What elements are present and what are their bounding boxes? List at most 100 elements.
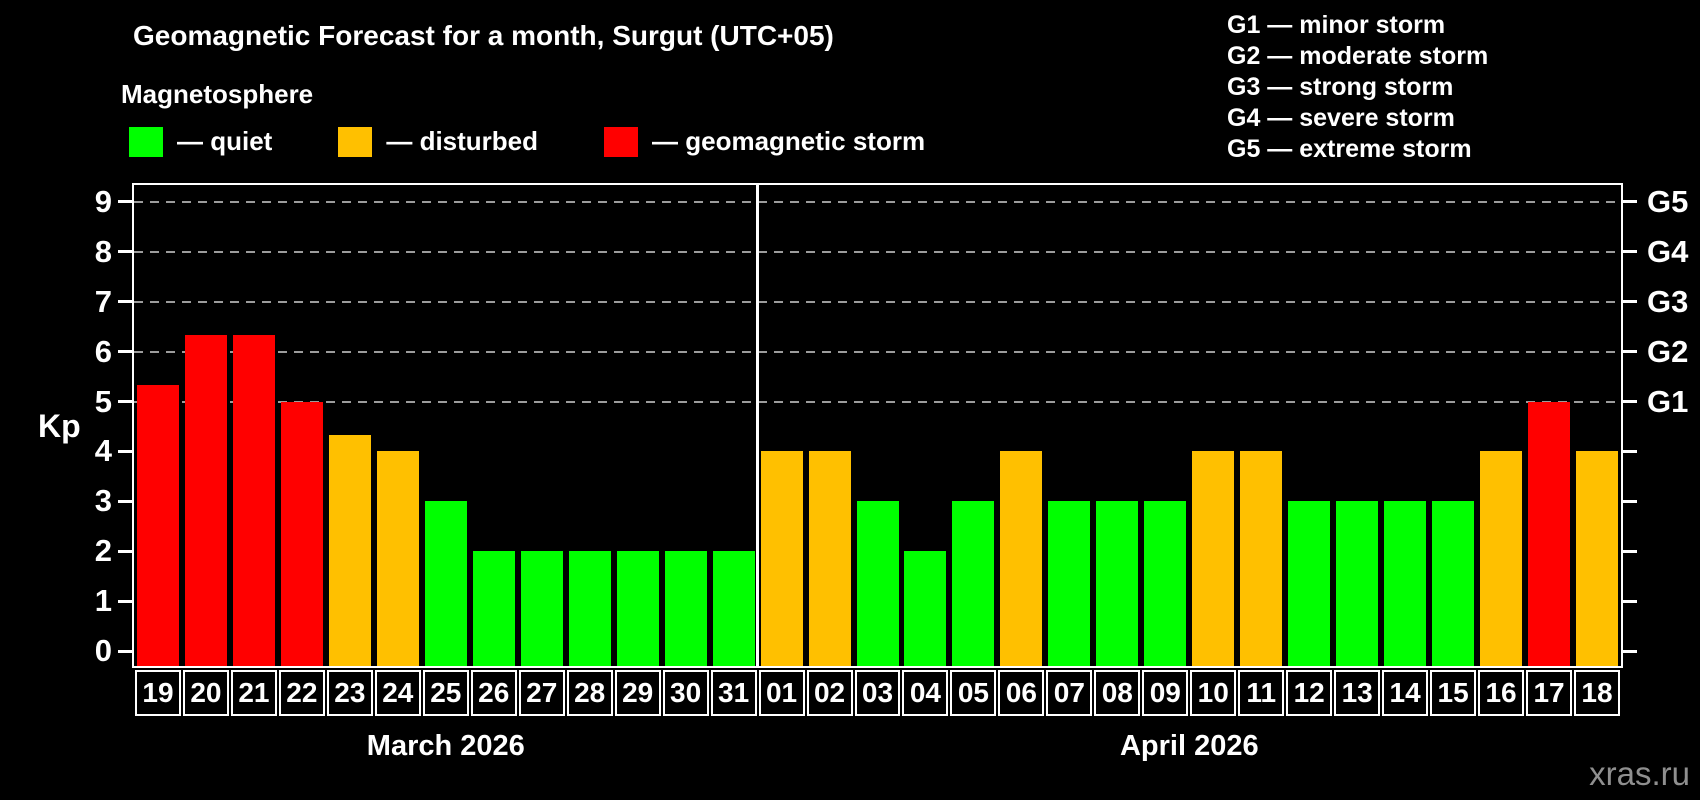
date-cell-25: 25 (422, 670, 469, 716)
kp-bar-10 (1192, 451, 1235, 666)
date-cell-02: 02 (806, 670, 853, 716)
date-cell-19: 19 (135, 670, 181, 716)
month-divider (756, 185, 760, 666)
date-cell-09: 09 (1142, 670, 1189, 716)
legend-item-disturbed: — disturbed (338, 126, 538, 157)
date-cell-29: 29 (614, 670, 661, 716)
date-cell-18: 18 (1574, 670, 1620, 716)
g-legend-line-4: G4 — severe storm (1227, 104, 1455, 132)
y-tick-label-8: 8 (94, 233, 112, 269)
legend-item-quiet: — quiet (129, 126, 272, 157)
kp-bar-29 (616, 551, 659, 666)
date-cell-22: 22 (278, 670, 325, 716)
date-cell-11: 11 (1238, 670, 1285, 716)
y-tick-label-3: 3 (94, 483, 112, 519)
g-legend-line-2: G2 — moderate storm (1227, 42, 1489, 70)
date-cell-20: 20 (182, 670, 229, 716)
y-tick-label-2: 2 (94, 533, 112, 569)
date-cell-31: 31 (710, 670, 757, 716)
y-tick-right-2 (1623, 549, 1637, 553)
y-tick-right-4 (1623, 449, 1637, 453)
legend-item-storm: — geomagnetic storm (604, 126, 925, 157)
gridline-kp5 (134, 400, 1621, 403)
legend-swatch-storm (604, 126, 639, 157)
y-tick-left-1 (118, 599, 132, 603)
date-cell-21: 21 (230, 670, 277, 716)
date-cell-10: 10 (1190, 670, 1237, 716)
y-tick-left-7 (118, 300, 132, 304)
kp-bar-25 (424, 501, 467, 666)
date-cell-26: 26 (470, 670, 517, 716)
kp-bar-03 (856, 501, 899, 666)
legend-swatch-quiet (129, 126, 163, 157)
date-cell-06: 06 (998, 670, 1045, 716)
y-tick-right-7 (1623, 300, 1637, 304)
month-label-1: April 2026 (1119, 730, 1259, 762)
kp-bar-13 (1336, 501, 1379, 666)
kp-bar-19 (136, 385, 179, 666)
y-tick-label-7: 7 (94, 283, 112, 319)
g-label-g3: G3 (1647, 283, 1689, 319)
y-tick-left-2 (118, 549, 132, 553)
kp-bar-23 (328, 434, 371, 666)
legend-label-disturbed: — disturbed (386, 126, 539, 156)
kp-bar-04 (904, 551, 947, 666)
y-tick-label-6: 6 (94, 333, 112, 369)
gridline-kp7 (134, 300, 1621, 303)
g-label-g2: G2 (1647, 333, 1689, 369)
kp-bar-15 (1432, 501, 1475, 666)
g-label-g5: G5 (1647, 183, 1689, 219)
y-tick-label-0: 0 (94, 633, 112, 668)
kp-bar-11 (1240, 451, 1283, 666)
kp-bar-27 (520, 551, 563, 666)
y-tick-right-8 (1623, 250, 1637, 254)
g-label-g4: G4 (1647, 233, 1689, 269)
date-cell-28: 28 (566, 670, 613, 716)
y-tick-right-6 (1623, 350, 1637, 354)
y-tick-label-4: 4 (94, 433, 112, 469)
date-cell-04: 04 (902, 670, 949, 716)
y-tick-right-5 (1623, 400, 1637, 403)
kp-bar-05 (952, 501, 995, 666)
y-axis-label: Kp (38, 408, 81, 444)
date-cell-27: 27 (518, 670, 565, 716)
g-label-g1: G1 (1647, 383, 1689, 419)
legend-label-quiet: — quiet (177, 126, 273, 156)
month-label-0: March 2026 (366, 730, 525, 762)
gridline-kp8 (134, 250, 1621, 253)
g-scale-legend: G1 — minor storm G2 — moderate storm G3 — … (1227, 10, 1488, 165)
kp-bar-14 (1384, 501, 1427, 666)
kp-bar-21 (232, 335, 275, 666)
kp-bar-20 (184, 335, 227, 666)
chart-title: Geomagnetic Forecast for a month, Surgut… (133, 20, 834, 51)
gridline-kp6 (134, 350, 1621, 353)
kp-bar-22 (280, 401, 323, 666)
date-cell-08: 08 (1094, 670, 1141, 716)
kp-bar-09 (1144, 501, 1187, 666)
y-tick-left-8 (118, 250, 132, 254)
date-cell-12: 12 (1286, 670, 1333, 716)
plot-area: 0 1 2 3 4 5 6 7 8 9 G1 G2 G3 G4 G5 (95, 183, 1688, 668)
kp-bar-16 (1480, 451, 1523, 666)
kp-bar-12 (1288, 501, 1331, 666)
date-cell-03: 03 (854, 670, 901, 716)
date-axis: 19 20 21 22 23 24 25 26 27 28 29 30 31 01 02 03 04 05 06 07… (132, 670, 1623, 716)
date-cell-17: 17 (1526, 670, 1573, 716)
kp-bar-17 (1528, 401, 1571, 666)
date-cell-14: 14 (1382, 670, 1429, 716)
kp-bar-24 (376, 451, 419, 666)
kp-bar-02 (808, 451, 851, 666)
magnetosphere-label: Magnetosphere (121, 79, 314, 109)
kp-bar-30 (664, 551, 707, 666)
y-tick-label-9: 9 (94, 183, 112, 219)
date-cell-30: 30 (662, 670, 709, 716)
kp-bar-31 (712, 551, 755, 666)
y-tick-left-0 (118, 649, 132, 653)
date-cell-24: 24 (374, 670, 421, 716)
date-cell-16: 16 (1478, 670, 1525, 716)
g-legend-line-3: G3 — strong storm (1227, 73, 1454, 101)
g-legend-line-5: G5 — extreme storm (1227, 135, 1472, 163)
date-cell-15: 15 (1430, 670, 1477, 716)
y-tick-right-3 (1623, 499, 1637, 503)
